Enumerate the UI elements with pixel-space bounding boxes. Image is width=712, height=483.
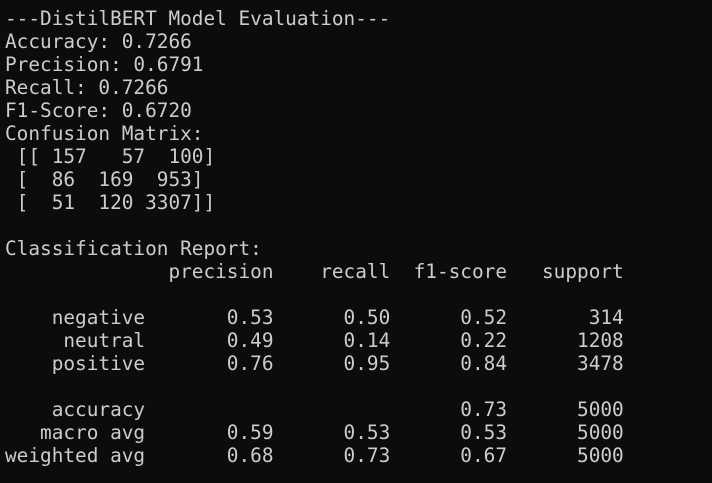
precision-line: Precision: 0.6791	[5, 53, 204, 76]
report-row-accuracy: accuracy 0.73 5000	[5, 398, 624, 421]
report-header-row: precision recall f1-score support	[5, 260, 624, 283]
blank-line	[5, 214, 712, 237]
confusion-matrix-title: Confusion Matrix:	[5, 122, 204, 145]
classification-report-title: Classification Report:	[5, 237, 262, 260]
report-row-weighted-avg: weighted avg 0.68 0.73 0.67 5000	[5, 444, 624, 467]
header-line: ---DistilBERT Model Evaluation---	[5, 7, 391, 30]
report-row-negative: negative 0.53 0.50 0.52 314	[5, 306, 624, 329]
blank-line	[5, 283, 712, 306]
report-row-neutral: neutral 0.49 0.14 0.22 1208	[5, 329, 624, 352]
blank-line	[5, 375, 712, 398]
report-row-positive: positive 0.76 0.95 0.84 3478	[5, 352, 624, 375]
confusion-matrix-row: [[ 157 57 100]	[5, 145, 216, 168]
confusion-matrix-row: [ 86 169 953]	[5, 168, 204, 191]
f1-score-line: F1-Score: 0.6720	[5, 99, 192, 122]
recall-line: Recall: 0.7266	[5, 76, 169, 99]
report-row-macro-avg: macro avg 0.59 0.53 0.53 5000	[5, 421, 624, 444]
confusion-matrix-row: [ 51 120 3307]]	[5, 191, 216, 214]
accuracy-line: Accuracy: 0.7266	[5, 30, 192, 53]
